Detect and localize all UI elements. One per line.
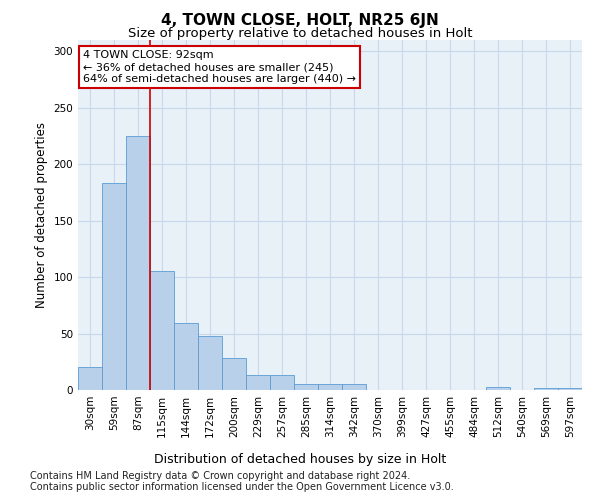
Bar bbox=[102, 184, 126, 390]
Text: 4 TOWN CLOSE: 92sqm
← 36% of detached houses are smaller (245)
64% of semi-detac: 4 TOWN CLOSE: 92sqm ← 36% of detached ho… bbox=[83, 50, 356, 84]
Bar bbox=[222, 358, 246, 390]
Text: Contains HM Land Registry data © Crown copyright and database right 2024.: Contains HM Land Registry data © Crown c… bbox=[30, 471, 410, 481]
Text: 4, TOWN CLOSE, HOLT, NR25 6JN: 4, TOWN CLOSE, HOLT, NR25 6JN bbox=[161, 12, 439, 28]
Bar bbox=[126, 136, 150, 390]
Bar bbox=[78, 368, 102, 390]
Bar bbox=[174, 324, 198, 390]
Bar bbox=[270, 376, 294, 390]
Bar bbox=[246, 376, 270, 390]
Bar bbox=[318, 384, 342, 390]
Bar bbox=[198, 336, 222, 390]
Y-axis label: Number of detached properties: Number of detached properties bbox=[35, 122, 48, 308]
Bar bbox=[534, 388, 558, 390]
Bar bbox=[294, 384, 318, 390]
Bar bbox=[150, 272, 174, 390]
Bar bbox=[342, 384, 366, 390]
Bar bbox=[486, 386, 510, 390]
Text: Size of property relative to detached houses in Holt: Size of property relative to detached ho… bbox=[128, 28, 472, 40]
Bar bbox=[558, 388, 582, 390]
Text: Distribution of detached houses by size in Holt: Distribution of detached houses by size … bbox=[154, 452, 446, 466]
Text: Contains public sector information licensed under the Open Government Licence v3: Contains public sector information licen… bbox=[30, 482, 454, 492]
